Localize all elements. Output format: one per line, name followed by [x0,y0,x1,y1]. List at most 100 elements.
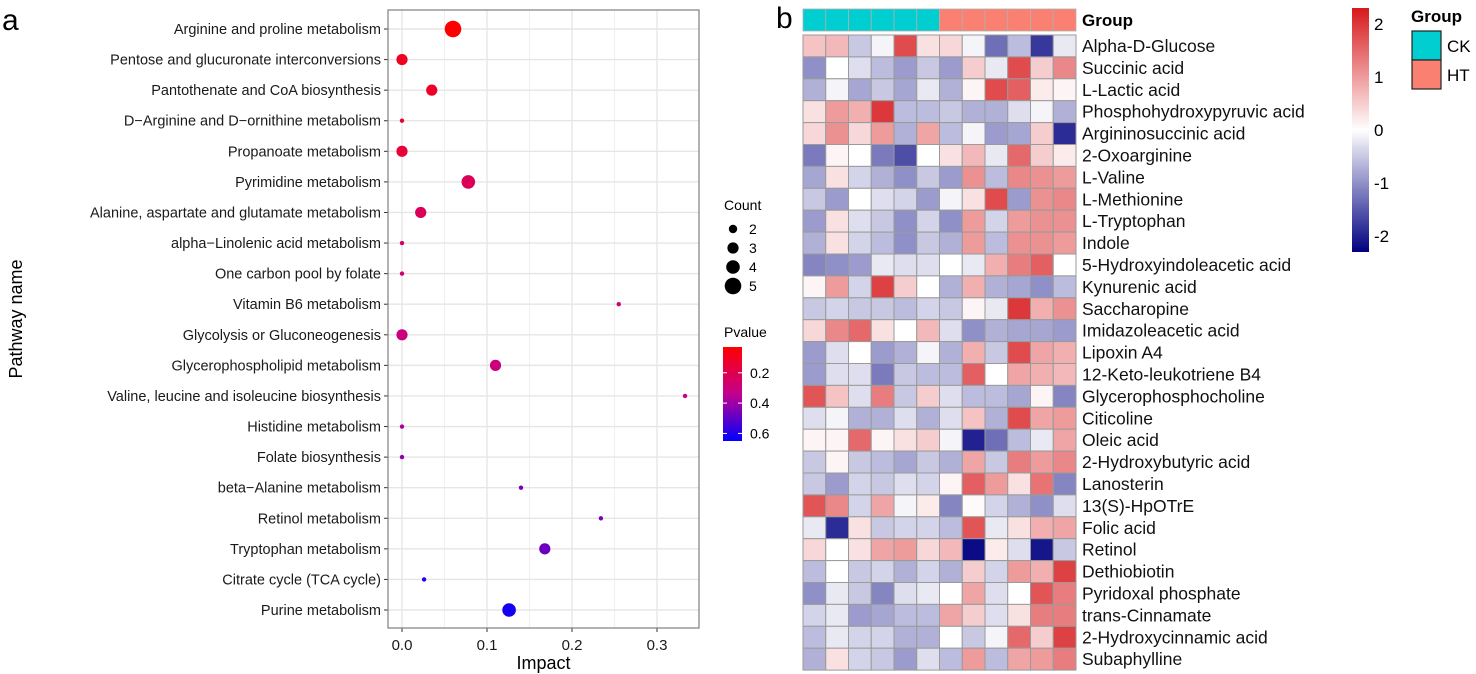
heatmap-cell [893,144,918,167]
heatmap-cell [870,253,895,277]
row-label: L-Valine [1082,167,1145,187]
row-label: Lanosterin [1082,474,1164,494]
data-point [396,145,408,157]
heatmap-cell [961,363,986,386]
row-label: Imidazoleacetic acid [1082,321,1240,341]
heatmap-cell [1052,34,1077,58]
heatmap-cells [802,34,1077,671]
heatmap-cell [961,100,986,124]
heatmap-cell [1007,472,1031,496]
heatmap-cell [1052,165,1077,189]
heatmap-cell [1030,363,1054,386]
heatmap-cell [848,144,872,167]
plot-area [388,10,699,628]
data-point [399,424,405,429]
heatmap-cell [984,297,1009,321]
heatmap-cell [984,560,1009,583]
heatmap-cell [802,428,827,452]
heatmap-cell [1052,450,1077,474]
heatmap-cell [893,428,918,452]
x-tick-label: 0.0 [392,637,413,654]
heatmap-cell [1052,428,1077,452]
heatmap-cell [1052,122,1077,145]
x-tick-label: 0.2 [562,637,583,654]
heatmap-cell [870,341,895,365]
y-tick-label: alpha−Linolenic acid metabolism [171,236,381,252]
row-label: Retinol [1082,540,1136,560]
heatmap-cell [984,341,1009,365]
heatmap-cell [848,341,872,365]
heatmap-cell [825,603,849,627]
group-legend: CK HT [1411,30,1471,90]
heatmap-cell [802,209,827,233]
heatmap-cell [916,297,940,321]
panel-label-b: b [776,2,793,35]
heatmap-cell [961,231,986,255]
data-point [598,516,604,521]
heatmap-cell [961,56,986,80]
heatmap-colorbar-tick-label: -2 [1374,227,1389,246]
heatmap-cell [916,538,940,562]
heatmap-cell [848,603,872,627]
heatmap-cell [1007,209,1031,233]
heatmap-cell [870,538,895,562]
heatmap-cell [1030,34,1054,58]
heatmap-cell [1052,625,1077,649]
data-point [399,454,405,460]
heatmap-cell [1030,472,1054,496]
heatmap-cell [848,297,872,321]
data-point [682,393,688,399]
heatmap-cell [1007,538,1031,562]
heatmap-cell [961,34,986,58]
heatmap-cell [825,253,849,277]
y-tick-label: Arginine and proline metabolism [174,22,381,38]
heatmap-cell [1052,253,1077,277]
heatmap-cell [984,582,1009,605]
row-label: Folic acid [1082,518,1156,538]
y-tick-label: Glycerophospholipid metabolism [171,358,381,374]
heatmap-cell [916,450,940,474]
heatmap-cell [916,341,940,365]
heatmap-cell [1030,56,1054,80]
heatmap-cell [916,253,940,277]
heatmap-cell [916,165,940,189]
y-tick-label: Valine, leucine and isoleucine biosynthe… [107,389,381,405]
y-tick-label: Tryptophan metabolism [230,542,381,558]
legend-size-dot [724,277,742,295]
heatmap-cell [939,603,963,627]
row-label: Glycerophosphocholine [1082,386,1265,406]
heatmap-cell [825,494,849,518]
heatmap-cell [870,363,895,386]
heatmap-cell [1030,582,1054,605]
heatmap-cell [1052,231,1077,255]
heatmap-cell [802,165,827,189]
heatmap-cell [984,209,1009,233]
heatmap-cell [893,122,918,145]
heatmap-cell [1052,341,1077,365]
heatmap-cell [893,100,918,124]
heatmap-cell [870,516,895,540]
heatmap-cell [870,428,895,452]
heatmap-cell [870,472,895,496]
row-label: Phosphohydroxypyruvic acid [1082,102,1305,122]
heatmap-cell [802,253,827,277]
x-tick-label: 0.3 [647,637,668,654]
heatmap-cell [939,34,963,58]
heatmap-cell [802,187,827,211]
heatmap-cell [802,363,827,386]
heatmap-cell [984,384,1009,408]
heatmap-cell [961,647,986,671]
heatmap-cell [1052,538,1077,562]
heatmap-cell [870,319,895,343]
data-points [396,20,688,617]
heatmap-cell [848,560,872,583]
heatmap-cell [1030,538,1054,562]
heatmap-cell [1007,231,1031,255]
heatmap-cell [825,100,849,124]
heatmap-cell [893,319,918,343]
row-label: 2-Oxoarginine [1082,146,1192,166]
heatmap-cell [870,494,895,518]
heatmap-cell [893,494,918,518]
heatmap-cell [848,582,872,605]
